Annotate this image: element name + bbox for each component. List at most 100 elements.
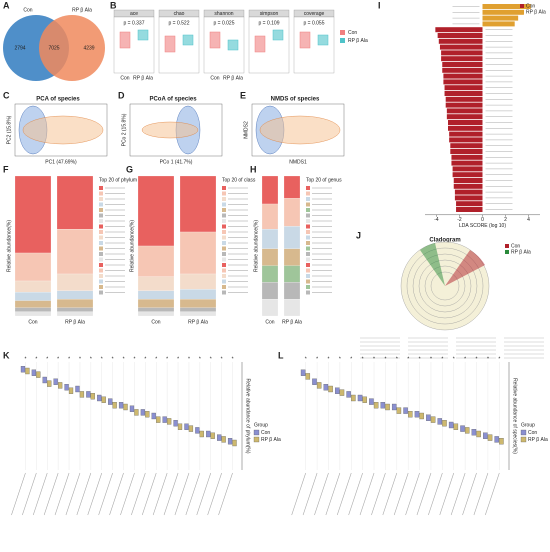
lda-bar: [442, 67, 483, 73]
legend-swatch: [222, 279, 226, 284]
stack-segment: [179, 307, 217, 312]
x-label-placeholder: [439, 472, 455, 516]
y-axis-label: PC2 (15.8%): [6, 115, 12, 144]
stack-segment: [179, 273, 217, 290]
legend-swatch: [222, 213, 226, 218]
stack-segment: [179, 175, 217, 233]
box-con: [164, 35, 176, 53]
panel-letter: D: [118, 90, 125, 100]
p-value: p = 0.055: [304, 20, 325, 26]
lda-bar: [482, 15, 519, 21]
panel-title: NMDS of species: [271, 97, 320, 103]
x-label-placeholder: [359, 472, 375, 516]
stack-segment: [14, 292, 52, 301]
lda-bar: [443, 73, 483, 79]
box-con: [380, 402, 386, 409]
legend-swatch: [99, 241, 103, 245]
venn-label: RP β Ala: [72, 7, 92, 13]
sig-mark: *: [316, 356, 318, 362]
x-label-placeholder: [11, 472, 26, 516]
panel-letter: F: [3, 164, 9, 174]
legend-label: Con: [526, 3, 535, 9]
stack-segment: [56, 175, 94, 230]
lda-bar: [448, 120, 483, 125]
sig-mark: *: [453, 356, 455, 362]
lda-bar: [482, 4, 531, 9]
legend-swatch: [222, 224, 226, 229]
legend-swatch: [505, 250, 509, 254]
sig-mark: *: [232, 356, 234, 362]
x-axis-label: LDA SCORE (log 10): [459, 223, 506, 229]
x-label-placeholder: [416, 472, 432, 516]
clado-ring: [418, 259, 472, 313]
x-tick-label: -2: [457, 217, 462, 223]
box-rp: [396, 407, 402, 414]
box-rp: [227, 39, 239, 51]
box-con: [437, 418, 443, 425]
legend-title: Group: [521, 422, 535, 428]
stack-segment: [179, 289, 217, 300]
lda-bar: [435, 27, 483, 33]
x-label: Con: [210, 75, 219, 81]
box-rp: [58, 382, 63, 389]
x-label-placeholder: [141, 472, 157, 516]
box-rp: [430, 416, 436, 423]
stack-segment: [14, 252, 52, 282]
box-con: [118, 402, 124, 409]
sig-mark: *: [155, 356, 157, 362]
legend-swatch: [99, 191, 103, 196]
sig-mark: *: [339, 356, 341, 362]
box-con: [471, 429, 477, 436]
x-label-placeholder: [325, 472, 341, 516]
panel-letter: H: [250, 164, 257, 174]
legend-swatch: [222, 197, 226, 201]
stack-segment: [137, 245, 175, 277]
legend-swatch: [99, 263, 103, 267]
legend-title: Top 20 of phylum: [99, 177, 137, 183]
ordination-panels: C PCA of species PC1 (47.69%) PC2 (15.8%) D P…: [3, 90, 345, 165]
box-con: [184, 423, 189, 430]
sig-mark: *: [464, 356, 466, 362]
legend-title: Top 20 of genus: [306, 177, 342, 183]
legend-swatch: [306, 246, 310, 251]
lda-bar: [453, 178, 483, 183]
sig-mark: *: [305, 356, 307, 362]
box-rp: [316, 382, 322, 389]
legend-swatch: [222, 202, 226, 207]
box-rp: [156, 416, 161, 423]
x-tick-label: -4: [434, 217, 439, 223]
stack-segment: [56, 273, 94, 291]
lda-bar: [448, 125, 483, 131]
sig-mark: *: [166, 356, 168, 362]
stack-segment: [261, 282, 279, 300]
box-con: [335, 387, 340, 394]
legend-swatch: [253, 436, 260, 443]
sig-mark: *: [373, 356, 375, 362]
sig-mark: *: [199, 356, 201, 362]
box-rp: [177, 423, 183, 430]
legend-swatch: [340, 38, 345, 43]
legend-swatch: [222, 235, 226, 240]
sig-mark: *: [24, 356, 26, 362]
legend-label: RP β Ala: [261, 437, 281, 443]
legend-swatch: [306, 186, 310, 190]
box-con: [86, 391, 91, 398]
lda-bar: [456, 207, 483, 212]
clado-ring: [430, 271, 460, 301]
legend-swatch: [99, 257, 103, 262]
stack-segment: [283, 175, 301, 199]
legend-swatch: [306, 263, 310, 267]
stack-segment: [56, 307, 94, 312]
sig-mark: *: [177, 356, 179, 362]
stack-segment: [283, 248, 301, 266]
box-con: [129, 405, 135, 412]
box-rp: [453, 423, 459, 430]
x-label-placeholder: [54, 472, 70, 516]
sig-mark: *: [441, 356, 443, 362]
x-axis-label: NMDS1: [289, 159, 307, 165]
box-con: [151, 412, 156, 420]
x-axis-label: PCo 1 (41.7%): [160, 159, 193, 165]
p-value: p = 0.109: [259, 20, 280, 26]
box-con: [97, 394, 102, 402]
